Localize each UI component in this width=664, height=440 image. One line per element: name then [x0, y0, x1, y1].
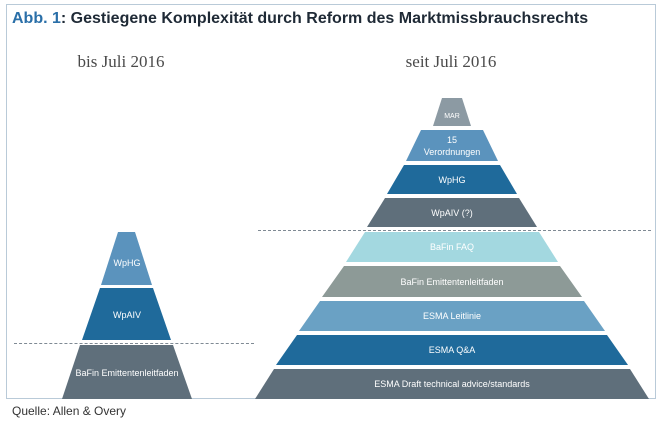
right-level-15-verordnungen: [406, 130, 498, 161]
right-label-esma-leitlinie: ESMA Leitlinie: [423, 311, 481, 321]
right-label-verordnungen: Verordnungen: [424, 147, 481, 157]
figure-title-text: : Gestiegene Komplexität durch Reform de…: [60, 10, 589, 27]
right-level-esma-qa: [276, 335, 628, 365]
figure-title: Abb. 1: Gestiegene Komplexität durch Ref…: [12, 10, 588, 28]
right-label-esma-qa: ESMA Q&A: [429, 345, 476, 355]
right-divider-line: [258, 230, 651, 231]
right-pyramid-heading: seit Juli 2016: [405, 52, 497, 71]
right-label-mar: MAR: [444, 113, 460, 120]
right-level-wphg: [387, 165, 517, 194]
left-pyramid-heading: bis Juli 2016: [77, 52, 165, 71]
left-label-wpaiv: WpAIV: [113, 310, 141, 320]
right-level-esma-draft-technical-advice-standards: [255, 369, 649, 399]
left-level-wpaiv: [82, 288, 171, 340]
right-level-bafin-emittentenleitfaden: [322, 266, 582, 297]
left-level-wphg: [101, 232, 152, 285]
figure-number: Abb. 1: [12, 10, 61, 27]
right-label-15: 15: [447, 135, 457, 145]
left-level-bafin-emittentenleitfaden: [62, 345, 192, 399]
right-level-wpaiv: [367, 198, 537, 227]
right-label-bafin-faq: BaFin FAQ: [430, 242, 474, 252]
right-label-esma-draft-technical-advice-standards: ESMA Draft technical advice/standards: [374, 379, 530, 389]
right-label-wpaiv: WpAIV (?): [431, 208, 473, 218]
right-level-bafin-faq: [346, 232, 558, 262]
source-note: Quelle: Allen & Overy: [12, 404, 127, 418]
right-level-mar: [433, 98, 471, 126]
right-label-bafin-emittentenleitfaden: BaFin Emittentenleitfaden: [400, 277, 503, 287]
right-level-esma-leitlinie: [299, 301, 605, 331]
left-label-bafin-emittentenleitfaden: BaFin Emittentenleitfaden: [75, 368, 178, 378]
left-label-wphg: WpHG: [114, 258, 141, 268]
left-divider-line: [14, 343, 254, 344]
right-label-wphg: WpHG: [439, 175, 466, 185]
